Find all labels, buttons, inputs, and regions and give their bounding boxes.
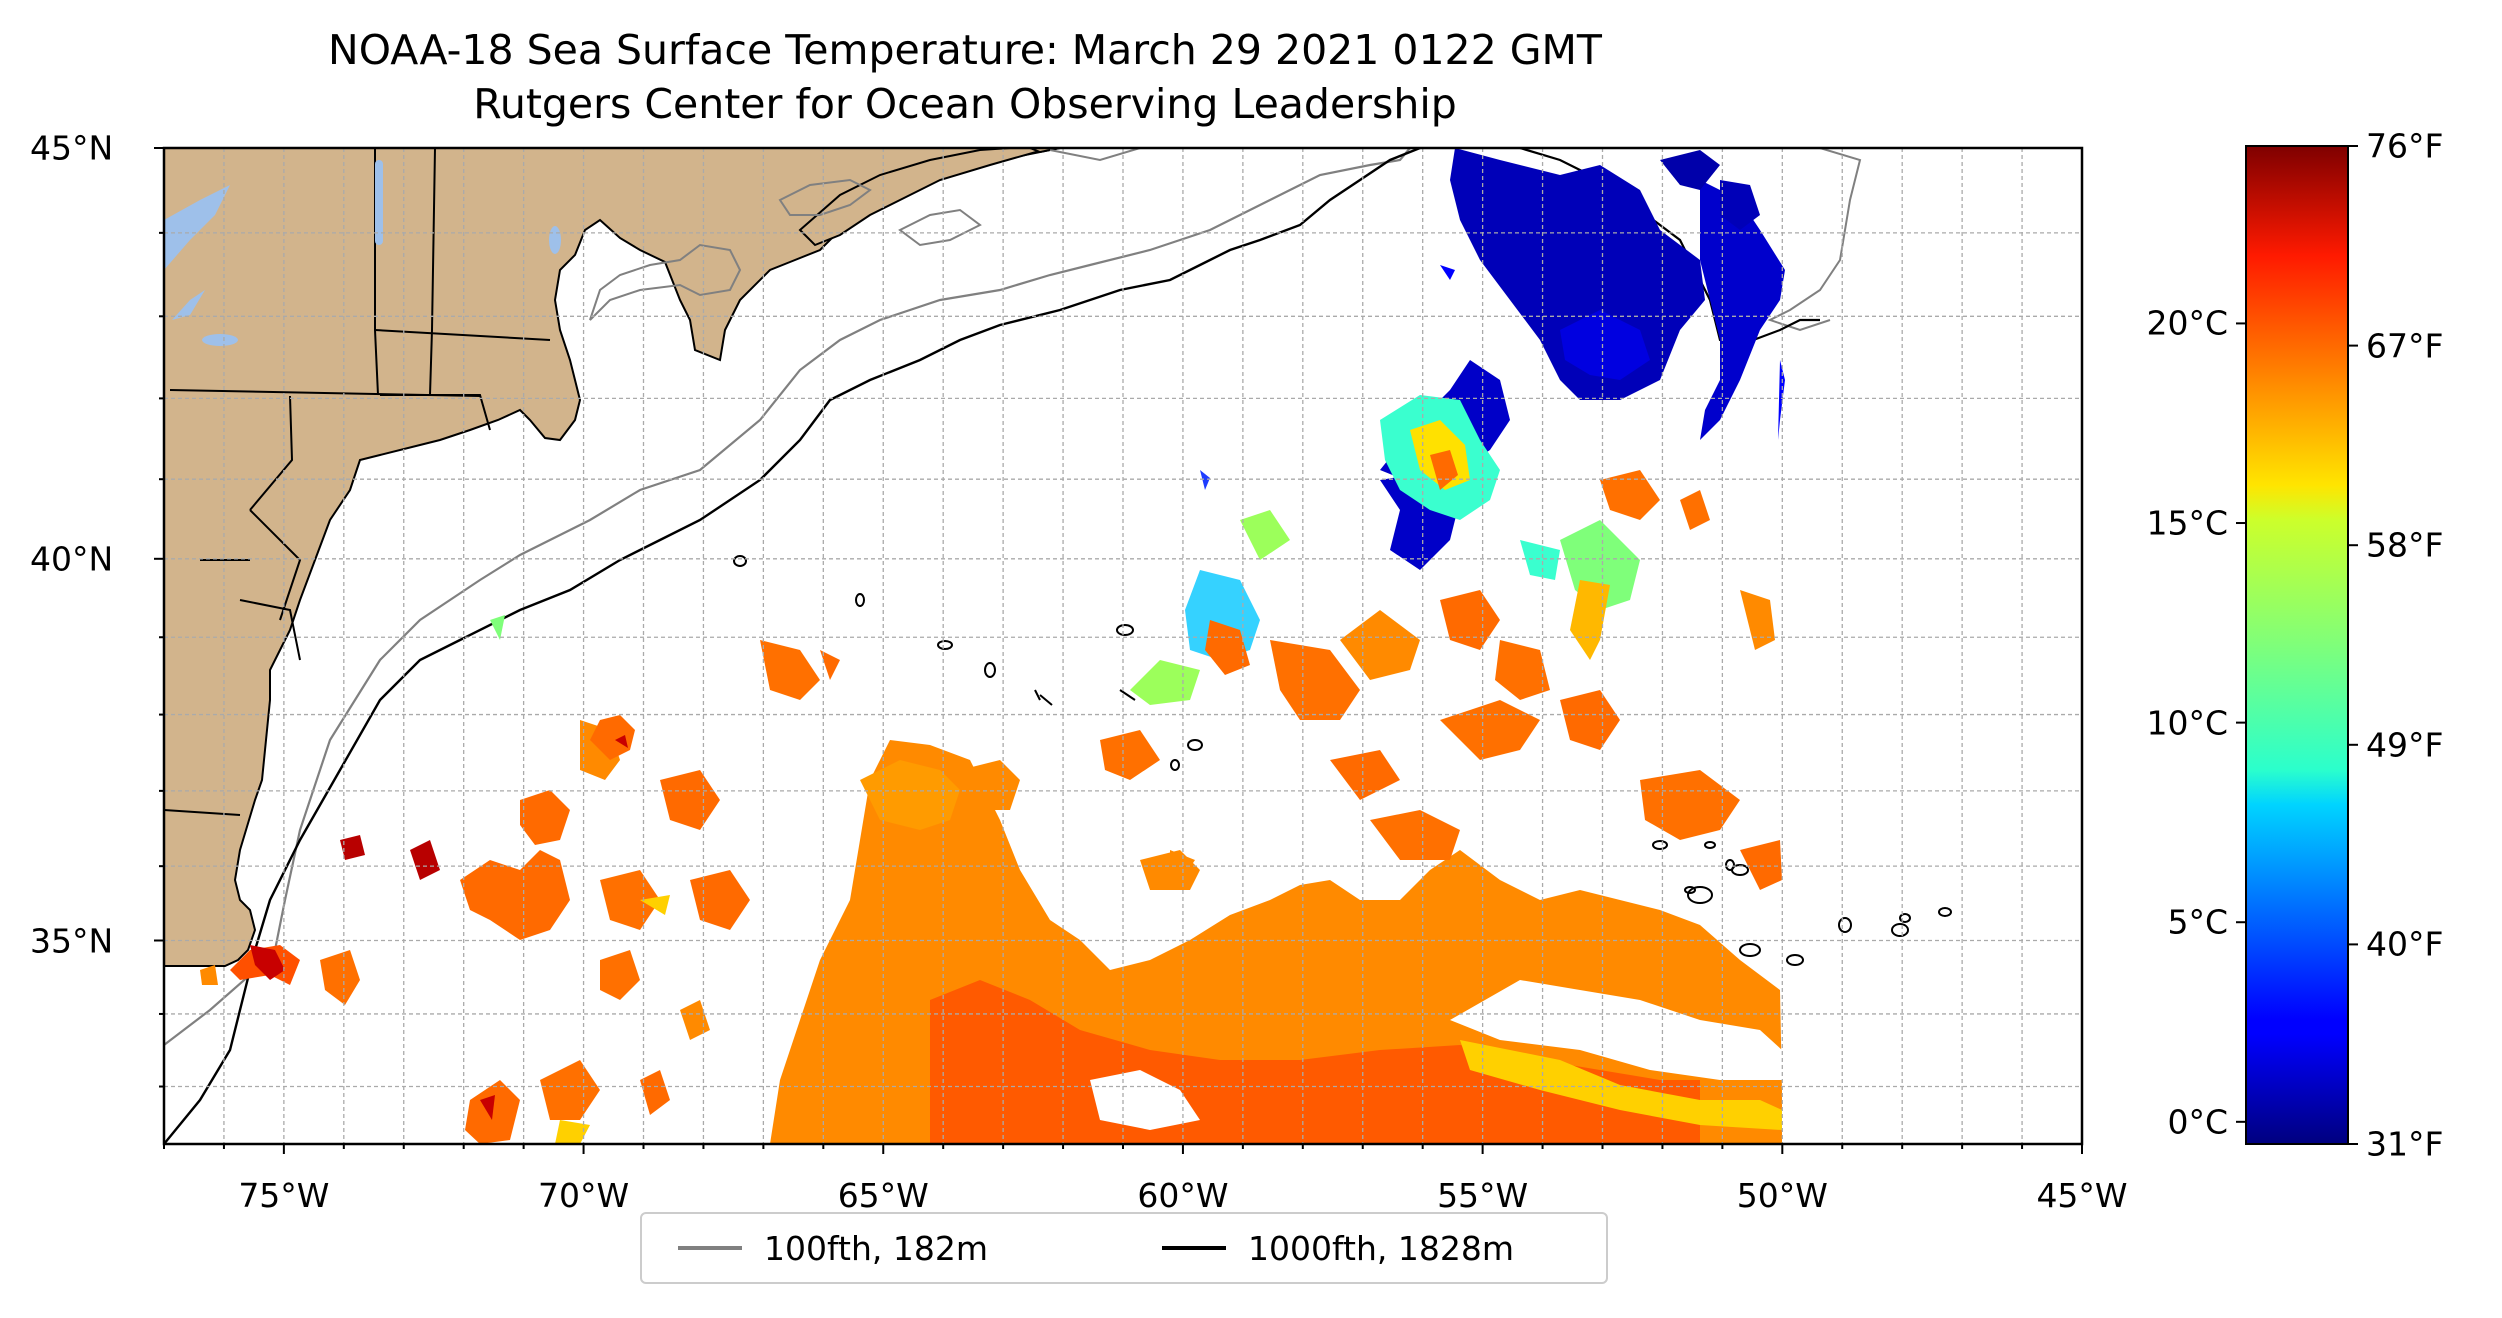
x-tick-label: 65°W — [837, 1176, 929, 1215]
colorbar-label-f: 31°F — [2366, 1124, 2444, 1164]
y-tick-label: 45°N — [30, 128, 114, 168]
colorbar-label-c: 5°C — [2167, 902, 2228, 942]
colorbar-label-f: 58°F — [2366, 525, 2444, 565]
sst-warm-patches — [760, 470, 1782, 1144]
colorbar-ticks — [2236, 145, 2358, 1145]
legend: 100fth, 182m 1000fth, 1828m — [640, 1212, 1608, 1284]
y-tick-label: 35°N — [30, 921, 114, 960]
x-tick-label: 55°W — [1437, 1176, 1529, 1215]
colorbar-label-f: 49°F — [2366, 725, 2444, 765]
legend-item-100fth: 100fth, 182m — [678, 1214, 988, 1282]
legend-label-100fth: 100fth, 182m — [764, 1228, 988, 1268]
colorbar-label-c: 15°C — [2146, 503, 2228, 543]
sst-west-patches — [200, 715, 750, 1144]
land-nova-scotia — [798, 148, 1051, 247]
x-tick-label: 70°W — [538, 1176, 630, 1215]
colorbar-label-c: 20°C — [2146, 303, 2228, 343]
map-subtitle: Rutgers Center for Ocean Observing Leade… — [473, 80, 1457, 128]
isobath-1000fth — [164, 148, 1421, 1144]
y-tick-label: 40°N — [30, 539, 114, 579]
axis-ticks — [154, 147, 2083, 1154]
colorbar-label-f: 40°F — [2366, 924, 2444, 964]
land-north-america — [164, 148, 1061, 967]
isobath-100fth-gulf-of-maine — [589, 148, 1862, 332]
colorbar-label-f: 67°F — [2366, 326, 2444, 366]
map-title: NOAA-18 Sea Surface Temperature: March 2… — [328, 26, 1602, 74]
colorbar-label-f: 76°F — [2366, 126, 2444, 166]
colorbar-label-c: 10°C — [2146, 703, 2228, 743]
lakes — [164, 160, 561, 346]
isobath-100fth — [164, 148, 1411, 1046]
legend-label-1000fth: 1000fth, 1828m — [1248, 1228, 1514, 1268]
legend-swatch-1000fth — [1162, 1246, 1226, 1250]
legend-item-1000fth: 1000fth, 1828m — [1162, 1214, 1514, 1282]
colorbar — [2245, 145, 2349, 1145]
colorbar-label-c: 0°C — [2167, 1102, 2228, 1142]
x-tick-label: 50°W — [1736, 1176, 1828, 1215]
gridlines — [164, 148, 2082, 1144]
x-tick-label: 60°W — [1137, 1176, 1229, 1215]
legend-swatch-100fth — [678, 1246, 742, 1250]
x-tick-label: 75°W — [238, 1176, 330, 1215]
x-tick-label: 45°W — [2036, 1176, 2128, 1215]
